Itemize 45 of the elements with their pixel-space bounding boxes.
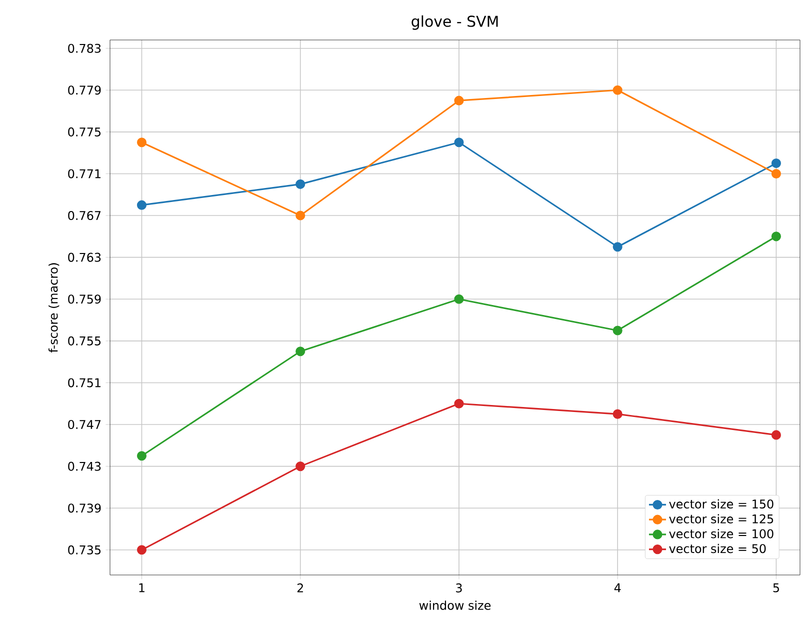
y-tick-label: 0.763 <box>68 252 101 262</box>
point <box>454 96 464 106</box>
x-axis-title: window size <box>419 600 491 610</box>
point <box>612 242 622 252</box>
legend-label: vector size = 125 <box>669 514 774 524</box>
point <box>136 138 147 148</box>
point <box>296 210 306 220</box>
x-tick-label: 3 <box>456 583 462 592</box>
y-tick-label: 0.783 <box>68 44 101 53</box>
point <box>296 346 306 356</box>
point <box>136 200 147 210</box>
chart-title: glove - SVM <box>412 15 498 30</box>
legend-label: vector size = 50 <box>669 544 766 554</box>
y-tick-label: 0.755 <box>68 336 101 346</box>
point <box>771 430 781 440</box>
point <box>771 158 781 168</box>
point <box>454 138 464 148</box>
y-tick-label: 0.775 <box>68 127 101 136</box>
y-axis-title: f-score (macro) <box>48 263 60 353</box>
x-tick-label: 2 <box>297 583 303 592</box>
y-tick-label: 0.767 <box>68 211 101 220</box>
x-tick-label: 4 <box>614 583 621 592</box>
y-tick-label: 0.759 <box>68 294 101 304</box>
legend-label: vector size = 100 <box>669 529 774 538</box>
point <box>136 545 147 555</box>
legend-label: vector size = 150 <box>669 499 774 509</box>
point <box>296 179 306 189</box>
x-tick-label: 1 <box>139 583 144 592</box>
y-tick-label: 0.751 <box>68 378 100 388</box>
y-tick-label: 0.739 <box>68 504 101 513</box>
point <box>771 232 781 242</box>
y-tick-label: 0.771 <box>68 169 100 178</box>
point <box>612 326 622 336</box>
y-tick-label: 0.747 <box>68 420 101 430</box>
point <box>454 398 464 408</box>
point <box>454 294 464 304</box>
y-tick-label: 0.743 <box>68 462 101 471</box>
y-tick-label: 0.779 <box>68 86 101 95</box>
point <box>771 168 781 179</box>
point <box>296 462 306 472</box>
x-tick-label: 5 <box>773 583 779 592</box>
point <box>612 85 622 95</box>
point <box>136 451 147 461</box>
y-tick-label: 0.735 <box>68 545 101 554</box>
point <box>612 409 622 419</box>
